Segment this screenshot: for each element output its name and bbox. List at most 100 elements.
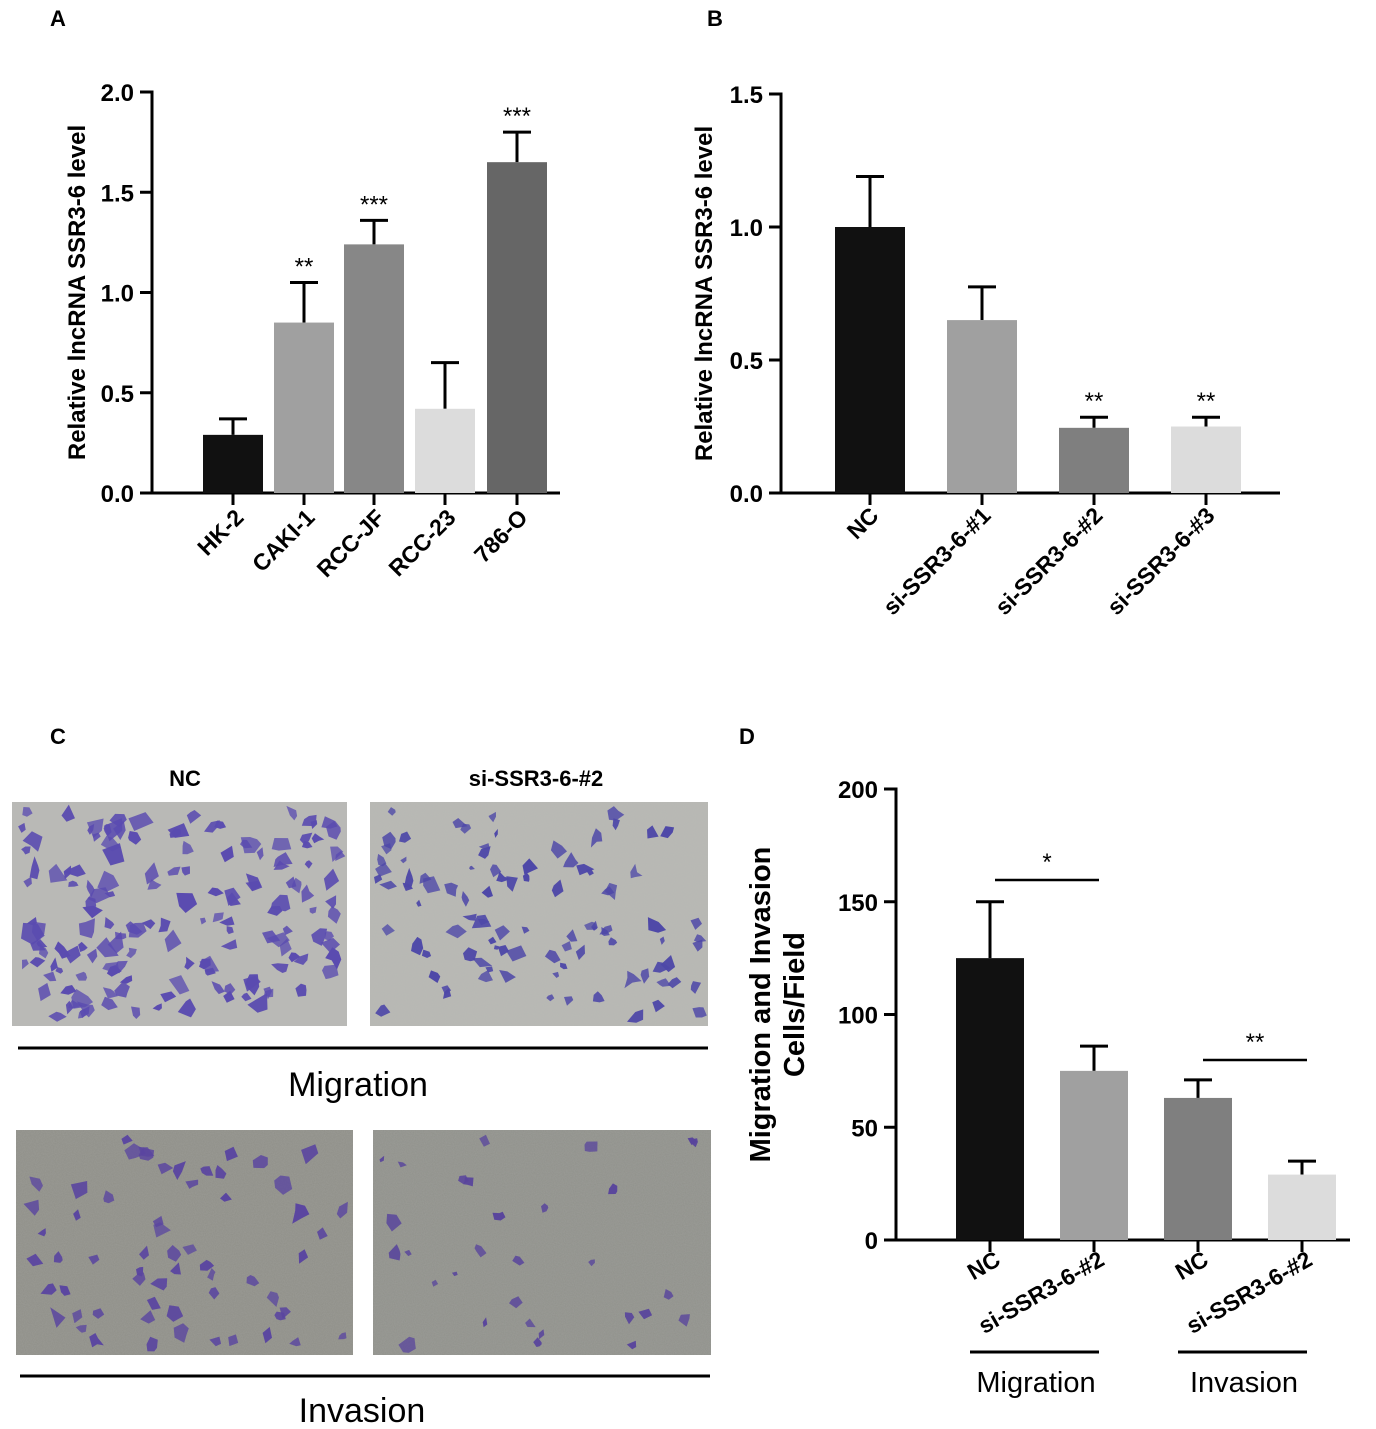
stained-cell — [102, 843, 125, 866]
stained-cell — [223, 990, 235, 1003]
stained-cell — [207, 1268, 216, 1281]
stained-cell — [494, 925, 510, 941]
stained-cell — [150, 1278, 168, 1291]
significance-marker: *** — [503, 103, 531, 130]
stained-cell — [626, 1340, 637, 1350]
stained-cell — [416, 899, 422, 907]
bar — [1268, 1174, 1336, 1240]
migration-label: Migration — [288, 1066, 428, 1104]
stained-cell — [220, 845, 234, 863]
stained-cell — [140, 1310, 156, 1324]
stained-cell — [317, 1227, 328, 1240]
stained-cell — [379, 1155, 385, 1163]
stained-cell — [311, 928, 328, 946]
stained-cell — [157, 1162, 174, 1175]
stained-cell — [247, 993, 268, 1013]
stained-cell — [29, 957, 46, 968]
stained-cell — [321, 816, 338, 829]
bar — [344, 244, 404, 493]
stained-cell — [652, 961, 671, 973]
stained-cell — [37, 1228, 46, 1237]
stained-cell — [50, 1307, 66, 1328]
stained-cell — [103, 1190, 115, 1204]
stained-cell — [624, 970, 642, 989]
stained-cell — [88, 1254, 100, 1265]
stained-cell — [182, 840, 194, 855]
stained-cell — [421, 949, 432, 958]
stained-cell — [522, 858, 538, 875]
stained-cell — [474, 1244, 487, 1258]
bar — [487, 162, 547, 494]
stained-cell — [612, 818, 620, 831]
stained-cell — [584, 921, 596, 930]
stained-cell — [375, 862, 392, 877]
stained-cell — [398, 1336, 416, 1353]
stained-cell — [295, 983, 307, 997]
panel-letter-a: A — [50, 6, 66, 31]
stained-cell — [75, 971, 88, 981]
stained-cell — [411, 936, 424, 956]
bar — [415, 408, 475, 493]
stained-cell — [627, 1009, 644, 1023]
stained-cell — [167, 823, 190, 838]
stained-cell — [387, 807, 396, 816]
stained-cell — [158, 917, 171, 933]
stained-cell — [499, 970, 516, 983]
stained-cell — [63, 864, 86, 877]
stained-cell — [488, 936, 497, 945]
stained-cell — [23, 876, 32, 888]
stained-cell — [592, 991, 605, 1003]
stained-cell — [64, 945, 81, 964]
stained-cell — [400, 856, 407, 864]
stained-cell — [301, 884, 315, 903]
stained-cell — [214, 820, 227, 829]
stained-cell — [647, 825, 659, 839]
stained-cell — [182, 1244, 197, 1255]
y-tick-label: 0.0 — [730, 481, 763, 508]
bar — [203, 434, 263, 493]
stained-cell — [207, 887, 224, 897]
stained-cell — [607, 806, 625, 821]
significance-marker: ** — [295, 253, 314, 280]
stained-cell — [492, 1211, 506, 1221]
bar — [1164, 1097, 1232, 1240]
stained-cell — [640, 968, 650, 984]
group-label: Migration — [976, 1367, 1095, 1399]
x-tick-label: NC — [842, 502, 884, 544]
stained-cell — [266, 932, 290, 948]
stained-cell — [678, 1314, 690, 1327]
stained-cell — [92, 832, 101, 842]
stained-cell — [692, 1007, 707, 1018]
stained-cell — [497, 945, 509, 957]
stained-cell — [445, 924, 467, 939]
stained-cell — [576, 863, 595, 876]
y-tick-label: 1.5 — [730, 82, 763, 109]
stained-cell — [462, 913, 477, 921]
stained-cell — [443, 988, 452, 999]
stained-cell — [101, 996, 118, 1011]
stained-cell — [289, 1337, 301, 1347]
stained-cell — [274, 1175, 293, 1195]
stained-cell — [199, 958, 211, 970]
stained-cell — [104, 891, 116, 898]
significance-marker: ** — [1197, 388, 1216, 415]
stained-cell — [323, 868, 340, 891]
stained-cell — [386, 1213, 402, 1232]
stained-cell — [292, 1203, 310, 1224]
stained-cell — [220, 939, 238, 950]
stained-cell — [311, 833, 325, 844]
stained-cell — [87, 887, 111, 904]
stained-cell — [461, 891, 470, 907]
stained-cell — [78, 918, 95, 939]
bar — [1171, 426, 1241, 493]
stained-cell — [240, 837, 262, 854]
stained-cell — [299, 832, 313, 846]
stained-cell — [186, 810, 202, 824]
x-tick-label: si-SSR3-6-#2 — [990, 502, 1108, 620]
stained-cell — [388, 1244, 401, 1261]
stained-cell — [55, 967, 64, 974]
stained-cell — [22, 831, 43, 852]
stained-cell — [522, 872, 530, 882]
stained-cell — [482, 1317, 488, 1328]
